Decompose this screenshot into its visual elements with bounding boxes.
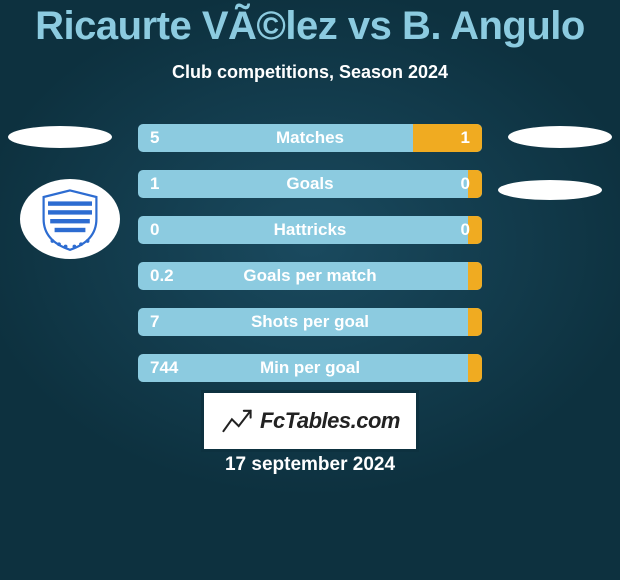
stat-label: Shots per goal [138,308,482,336]
stat-label: Min per goal [138,354,482,382]
stat-row: 0.2Goals per match [138,262,482,290]
comparison-title: Ricaurte VÃ©lez vs B. Angulo [0,4,620,49]
comparison-card: Ricaurte VÃ©lez vs B. Angulo Club compet… [0,0,620,580]
stat-value-right: 0 [461,170,470,198]
stat-row: 0Hattricks0 [138,216,482,244]
fctables-label: FcTables.com [260,408,400,434]
stat-row: 7Shots per goal [138,308,482,336]
snapshot-date: 17 september 2024 [0,454,620,476]
emelec-shield-icon [37,186,103,252]
blob-top-left [8,126,112,148]
fctables-logo-icon [220,407,254,435]
blob-mid-right [498,180,602,200]
stat-bars: 5Matches11Goals00Hattricks00.2Goals per … [138,124,482,400]
stat-value-right: 0 [461,216,470,244]
club-shield-left [20,179,120,259]
stat-label: Matches [138,124,482,152]
stat-value-right: 1 [461,124,470,152]
stat-row: 5Matches1 [138,124,482,152]
stat-label: Hattricks [138,216,482,244]
stat-label: Goals per match [138,262,482,290]
comparison-subtitle: Club competitions, Season 2024 [0,62,620,83]
blob-top-right [508,126,612,148]
stat-row: 1Goals0 [138,170,482,198]
stat-label: Goals [138,170,482,198]
stat-row: 744Min per goal [138,354,482,382]
fctables-badge: FcTables.com [201,390,419,452]
